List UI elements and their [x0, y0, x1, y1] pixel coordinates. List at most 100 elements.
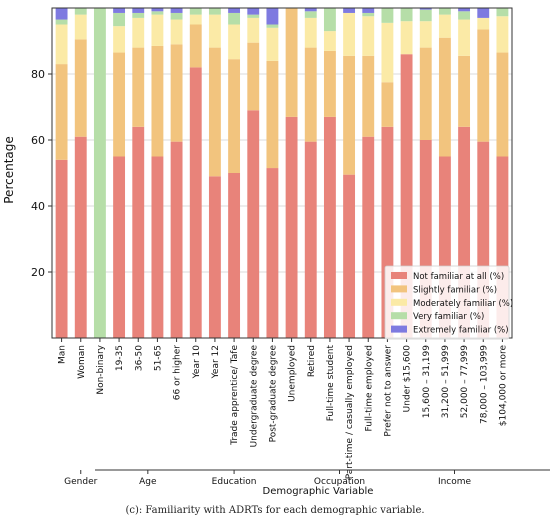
bar-segment-2 — [496, 52, 509, 157]
bar-segment-2 — [458, 55, 471, 127]
x-tick-label: 66 or higher — [173, 345, 183, 401]
bar-segment-4 — [170, 12, 183, 20]
bar-segment-2 — [228, 59, 241, 173]
group-label: Occupation — [314, 477, 365, 487]
x-tick-label: Undergraduate degree — [249, 345, 259, 448]
bar-segment-4 — [208, 8, 221, 15]
bar-segment-5 — [247, 8, 260, 15]
bar-segment-1 — [285, 116, 298, 339]
legend-swatch — [391, 325, 407, 333]
bar-segment-3 — [477, 17, 490, 30]
x-tick-label: Under $15,600 — [403, 345, 413, 413]
y-tick-label: 60 — [31, 134, 45, 147]
bar-segment-3 — [266, 27, 279, 61]
bar-segment-2 — [113, 52, 126, 157]
group-label: Gender — [64, 477, 97, 487]
bar-segment-5 — [113, 8, 126, 13]
bar-segment-3 — [228, 24, 241, 60]
bar-segment-5 — [55, 8, 68, 20]
bar-segment-1 — [458, 126, 471, 338]
x-tick-label: Trade apprentice/ Tafe — [230, 345, 240, 446]
x-tick-label: 31,200 – 51,999 — [441, 345, 451, 418]
bar-segment-5 — [266, 8, 279, 25]
x-tick-label: 78,000 – 103,999 — [479, 345, 489, 424]
x-tick-label: Part-time / casually employed — [345, 345, 355, 479]
bar-segment-1 — [323, 116, 336, 339]
group-label: Income — [438, 477, 472, 487]
legend-swatch — [391, 285, 407, 293]
bar-segment-1 — [208, 176, 221, 338]
bar-segment-3 — [362, 16, 375, 56]
bar-segment-1 — [132, 126, 145, 338]
legend-label: Not familiar at all (%) — [413, 272, 504, 282]
bar-segment-3 — [400, 21, 413, 55]
bar-segment-2 — [266, 60, 279, 169]
legend-label: Very familiar (%) — [413, 312, 484, 322]
x-tick-label: 15,600 – 31,199 — [422, 345, 432, 418]
group-label: Education — [212, 477, 257, 487]
bar-segment-4 — [132, 12, 145, 18]
bar-segment-1 — [113, 156, 126, 338]
bar-segment-1 — [266, 168, 279, 338]
figure-caption: (c): Familiarity with ADRTs for each dem… — [125, 505, 425, 516]
bar-segment-3 — [132, 17, 145, 48]
bar-segment-3 — [381, 22, 394, 83]
bar-segment-4 — [323, 8, 336, 32]
group-label: Age — [139, 477, 157, 487]
x-tick-label: 52,000 – 77,999 — [460, 345, 470, 418]
bar-segment-1 — [496, 156, 509, 338]
group-axis: Gender Age Education Occupation Income — [64, 469, 550, 487]
x-tick-label: Retired — [307, 345, 317, 377]
x-tick-label: Year 12 — [211, 345, 221, 379]
bar-segment-3 — [189, 14, 202, 25]
legend-swatch — [391, 312, 407, 320]
bar-segment-3 — [304, 17, 317, 48]
bar-segment-1 — [400, 54, 413, 338]
bar-segment-3 — [496, 16, 509, 53]
legend-swatch — [391, 298, 407, 306]
plot-frame — [51, 7, 513, 339]
x-tick-label: Unemployed — [288, 345, 298, 402]
bar-segment-1 — [151, 156, 164, 338]
legend-label: Moderately familiar (%) — [413, 299, 513, 309]
bar-segment-4 — [496, 8, 509, 17]
y-tick-label: 20 — [31, 266, 45, 279]
bar-segment-2 — [438, 37, 451, 157]
bar-segment-5 — [458, 8, 471, 12]
bar-segment-4 — [113, 12, 126, 27]
bar-segment-2 — [55, 64, 68, 160]
x-tick-label: Post-graduate degree — [268, 345, 278, 443]
bar-segment-1 — [419, 140, 432, 338]
bar-segment-1 — [362, 136, 375, 338]
bar-segment-1 — [343, 174, 356, 338]
x-tick-label: 36-50 — [134, 345, 144, 371]
bar-segment-1 — [477, 141, 490, 338]
bar-segment-1 — [170, 141, 183, 338]
bar-segment-4 — [93, 8, 106, 338]
x-tick-label: $104,000 or more — [498, 345, 508, 427]
x-tick-label: Non-binary — [96, 344, 106, 394]
bar-segment-1 — [381, 126, 394, 338]
bar-segment-4 — [362, 12, 375, 17]
legend-label: Extremely familiar (%) — [413, 326, 509, 336]
y-axis-label: Percentage — [2, 136, 16, 204]
bar-segment-1 — [247, 110, 260, 338]
bar-segment-3 — [419, 21, 432, 48]
bar-segment-5 — [170, 8, 183, 13]
x-tick-label: Year 10 — [192, 345, 202, 380]
bar-segment-4 — [266, 24, 279, 28]
bar-segment-3 — [55, 24, 68, 65]
bar-segment-4 — [458, 11, 471, 20]
bar-segment-5 — [132, 8, 145, 13]
bar-segment-5 — [304, 8, 317, 12]
bar-segment-3 — [438, 14, 451, 38]
x-tick-label: Full-time employed — [364, 345, 374, 431]
bar-segment-1 — [74, 136, 87, 338]
bar-segment-1 — [55, 159, 68, 338]
x-tick-label: Man — [58, 345, 68, 364]
bar-segment-5 — [477, 8, 490, 18]
bar-segment-2 — [285, 8, 298, 117]
bar-segment-4 — [304, 11, 317, 18]
y-tick-label: 40 — [31, 200, 45, 213]
